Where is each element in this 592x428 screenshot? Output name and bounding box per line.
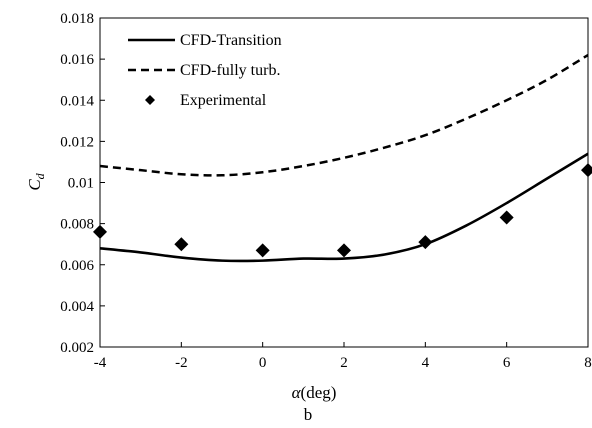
x-tick-label: -2 xyxy=(175,355,188,371)
legend-label: Experimental xyxy=(180,92,267,109)
series-line-cfd-transition xyxy=(99,152,589,263)
x-tick-label: -4 xyxy=(94,355,107,371)
y-axis-title: Cd xyxy=(25,172,47,190)
data-point-diamond xyxy=(255,243,270,258)
y-tick-label: 0.014 xyxy=(60,93,94,109)
series-experimental xyxy=(93,163,592,258)
y-tick-label: 0.004 xyxy=(60,299,94,315)
y-tick-label: 0.012 xyxy=(60,134,94,150)
plot-frame xyxy=(99,17,589,348)
legend-label: CFD-Transition xyxy=(180,32,282,49)
x-tick-label: 0 xyxy=(259,355,267,371)
data-point-diamond xyxy=(581,163,592,178)
y-tick-label: 0.018 xyxy=(60,11,94,27)
y-tick-label: 0.002 xyxy=(60,340,94,356)
y-tick-label: 0.016 xyxy=(60,52,94,68)
data-point-diamond xyxy=(418,235,433,250)
legend: CFD-Transition CFD-fully turb. Experimenta… xyxy=(128,32,282,109)
x-tick-label: 6 xyxy=(503,355,511,371)
y-axis-title-sub: d xyxy=(33,172,47,179)
data-point-diamond xyxy=(499,210,514,225)
y-tick-label: 0.006 xyxy=(60,258,94,274)
x-tick-label: 4 xyxy=(422,355,430,371)
x-axis-title-unit: (deg) xyxy=(301,383,337,402)
x-tick-label: 8 xyxy=(584,355,592,371)
y-axis-ticks: 0.002 0.004 0.006 0.008 0.01 0.012 0.014 0.016 0… xyxy=(60,11,105,356)
data-point-diamond xyxy=(93,224,107,239)
x-axis-title-symbol: α xyxy=(292,383,302,402)
y-axis-title-main: C xyxy=(25,179,44,191)
series-line-cfd-fully-turb xyxy=(99,53,589,177)
y-tick-label: 0.01 xyxy=(68,176,94,192)
series-layer xyxy=(93,53,592,263)
x-axis-title: α(deg) xyxy=(292,383,337,402)
x-axis-ticks: -4 -2 0 2 4 6 8 xyxy=(94,342,592,371)
figure-caption: b xyxy=(304,405,313,424)
data-point-diamond xyxy=(174,237,189,252)
data-point-diamond xyxy=(337,243,351,258)
legend-marker xyxy=(145,95,155,105)
plot-area xyxy=(99,17,589,348)
y-tick-label: 0.008 xyxy=(60,217,94,233)
x-tick-label: 2 xyxy=(340,355,348,371)
legend-label: CFD-fully turb. xyxy=(180,62,280,79)
